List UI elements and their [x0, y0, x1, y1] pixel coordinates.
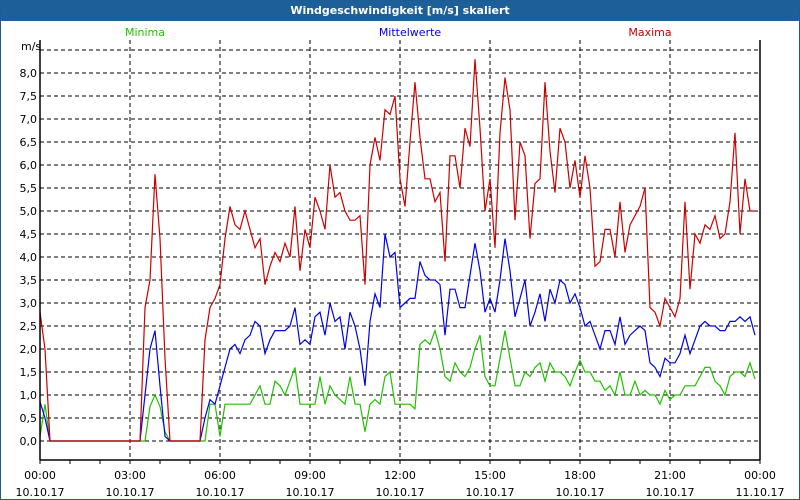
y-tick-label: 3,0 [20, 297, 38, 310]
y-tick-label: 2,5 [20, 320, 38, 333]
y-axis-unit-label: m/s [21, 40, 41, 53]
y-tick-label: 3,5 [20, 274, 38, 287]
x-tick-date: 10.10.17 [16, 486, 65, 499]
axes: 0,0 0,5 1,0 1,5 2,0 2,5 3,0 3,5 4,0 4,5 5,0 5,5 6,0 6… [16, 40, 785, 499]
series-line-minima [39, 328, 756, 442]
x-tick-date: 10.10.17 [556, 486, 605, 499]
x-tick-time: 18:00 [564, 469, 596, 482]
y-tick-label: 4,5 [20, 228, 38, 241]
y-tick-label: 6,0 [20, 159, 38, 172]
y-tick-label: 0,5 [20, 412, 38, 425]
y-tick-label: 5,5 [20, 182, 38, 195]
y-tick-label: 7,0 [20, 113, 38, 126]
y-tick-label: 1,5 [20, 366, 38, 379]
series-line-mittelwerte [39, 233, 756, 442]
series-line-maxima [39, 59, 755, 442]
grid [40, 40, 760, 460]
x-tick-date: 10.10.17 [376, 486, 425, 499]
x-tick-time: 03:00 [114, 469, 146, 482]
y-tick-label: 7,5 [20, 90, 38, 103]
x-tick-date: 10.10.17 [646, 486, 695, 499]
y-tick-label: 2,0 [20, 343, 38, 356]
x-tick-time: 00:00 [24, 469, 56, 482]
series-lines [39, 59, 756, 442]
x-tick-date: 10.10.17 [196, 486, 245, 499]
x-tick-date: 11.10.17 [736, 486, 785, 499]
x-tick-time: 15:00 [474, 469, 506, 482]
window-title: Windgeschwindigkeit [m/s] skaliert [1, 1, 799, 21]
y-tick-label: 8,0 [20, 67, 38, 80]
y-tick-label: 0,0 [20, 435, 38, 448]
x-tick-time: 09:00 [294, 469, 326, 482]
y-tick-label: 1,0 [20, 389, 38, 402]
legend-mittelwerte: Mittelwerte [379, 26, 442, 39]
x-tick-date: 10.10.17 [286, 486, 335, 499]
x-tick-time: 00:00 [744, 469, 776, 482]
x-tick-time: 06:00 [204, 469, 236, 482]
x-tick-time: 21:00 [654, 469, 686, 482]
legend-minima: Minima [125, 26, 165, 39]
y-tick-label: 5,0 [20, 205, 38, 218]
x-tick-date: 10.10.17 [106, 486, 155, 499]
y-tick-label: 4,0 [20, 251, 38, 264]
legend-maxima: Maxima [628, 26, 671, 39]
x-tick-date: 10.10.17 [466, 486, 515, 499]
x-tick-time: 12:00 [384, 469, 416, 482]
y-tick-label: 6,5 [20, 136, 38, 149]
